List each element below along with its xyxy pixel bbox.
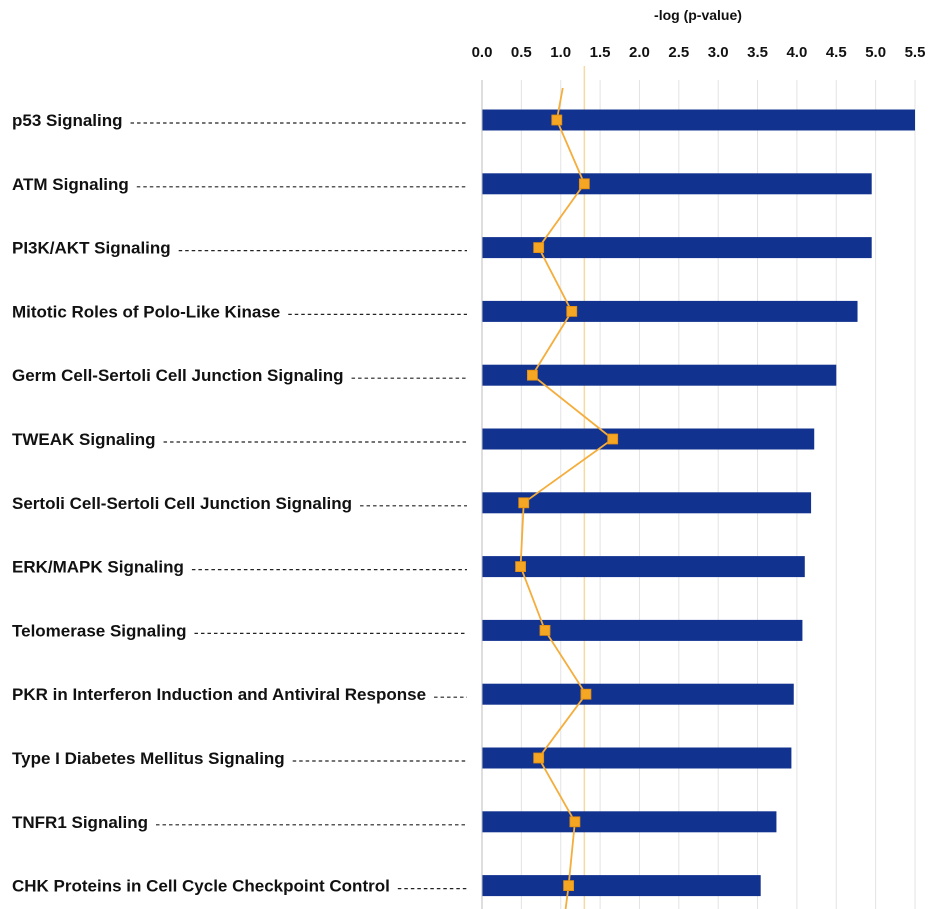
ratio-marker bbox=[526, 369, 538, 381]
category-label: Germ Cell-Sertoli Cell Junction Signalin… bbox=[12, 366, 344, 385]
x-tick-label: 5.0 bbox=[865, 44, 886, 61]
category-label: Sertoli Cell-Sertoli Cell Junction Signa… bbox=[12, 494, 352, 513]
bars bbox=[482, 109, 915, 897]
bar bbox=[482, 237, 872, 259]
x-tick-label: 3.0 bbox=[708, 44, 729, 61]
category-label: ATM Signaling bbox=[12, 175, 129, 194]
x-tick-label: 2.5 bbox=[668, 44, 689, 61]
x-tick-label: 5.5 bbox=[905, 44, 926, 61]
category-label: CHK Proteins in Cell Cycle Checkpoint Co… bbox=[12, 877, 390, 896]
x-tick-label: 1.0 bbox=[550, 44, 571, 61]
bar bbox=[482, 173, 872, 195]
category-label: TWEAK Signaling bbox=[12, 430, 156, 449]
x-tick-label: 3.5 bbox=[747, 44, 768, 61]
ratio-line-group bbox=[515, 87, 619, 909]
ratio-marker bbox=[563, 880, 574, 891]
ratio-marker bbox=[566, 305, 578, 317]
bar bbox=[482, 683, 794, 705]
bar bbox=[482, 109, 915, 131]
bar bbox=[482, 619, 803, 641]
x-tick-label: 4.0 bbox=[786, 44, 807, 61]
category-label: TNFR1 Signaling bbox=[12, 813, 148, 832]
category-labels: p53 Signaling ATM Signaling PI3K/AKT Signa… bbox=[12, 111, 467, 896]
x-tick-label: 2.0 bbox=[629, 44, 650, 61]
ratio-marker bbox=[607, 433, 619, 445]
ratio-marker bbox=[569, 816, 581, 828]
bar bbox=[482, 875, 761, 897]
bar bbox=[482, 300, 858, 322]
ratio-marker bbox=[533, 242, 545, 254]
bar bbox=[482, 364, 837, 386]
ratio-marker bbox=[578, 178, 590, 190]
x-tick-label: 0.0 bbox=[472, 44, 493, 61]
ratio-marker bbox=[539, 625, 551, 636]
bar bbox=[482, 747, 792, 769]
x-tick-label: 4.5 bbox=[826, 44, 847, 61]
ratio-marker bbox=[580, 688, 592, 700]
category-label: Mitotic Roles of Polo-Like Kinase bbox=[12, 302, 280, 321]
ratio-marker bbox=[515, 561, 526, 572]
x-tick-label: 1.5 bbox=[590, 44, 611, 61]
x-axis-ticks: 0.0 0.5 1.0 1.5 2.0 2.5 3.0 3.5 4.0 4.5 5.0 5.5 bbox=[472, 44, 926, 61]
bar bbox=[482, 811, 777, 833]
bar bbox=[482, 556, 805, 578]
ratio-marker bbox=[551, 114, 563, 126]
category-label: PI3K/AKT Signaling bbox=[12, 239, 171, 258]
category-label: Type I Diabetes Mellitus Signaling bbox=[12, 749, 285, 768]
x-axis-title: -log (p-value) bbox=[654, 7, 742, 23]
ratio-marker bbox=[533, 752, 545, 764]
x-tick-label: 0.5 bbox=[511, 44, 532, 61]
category-label: ERK/MAPK Signaling bbox=[12, 558, 184, 577]
category-label: p53 Signaling bbox=[12, 111, 123, 130]
ratio-marker bbox=[518, 497, 530, 509]
bar bbox=[482, 428, 815, 450]
bar bbox=[482, 492, 812, 514]
category-label: Telomerase Signaling bbox=[12, 621, 186, 640]
category-label: PKR in Interferon Induction and Antivira… bbox=[12, 685, 426, 704]
